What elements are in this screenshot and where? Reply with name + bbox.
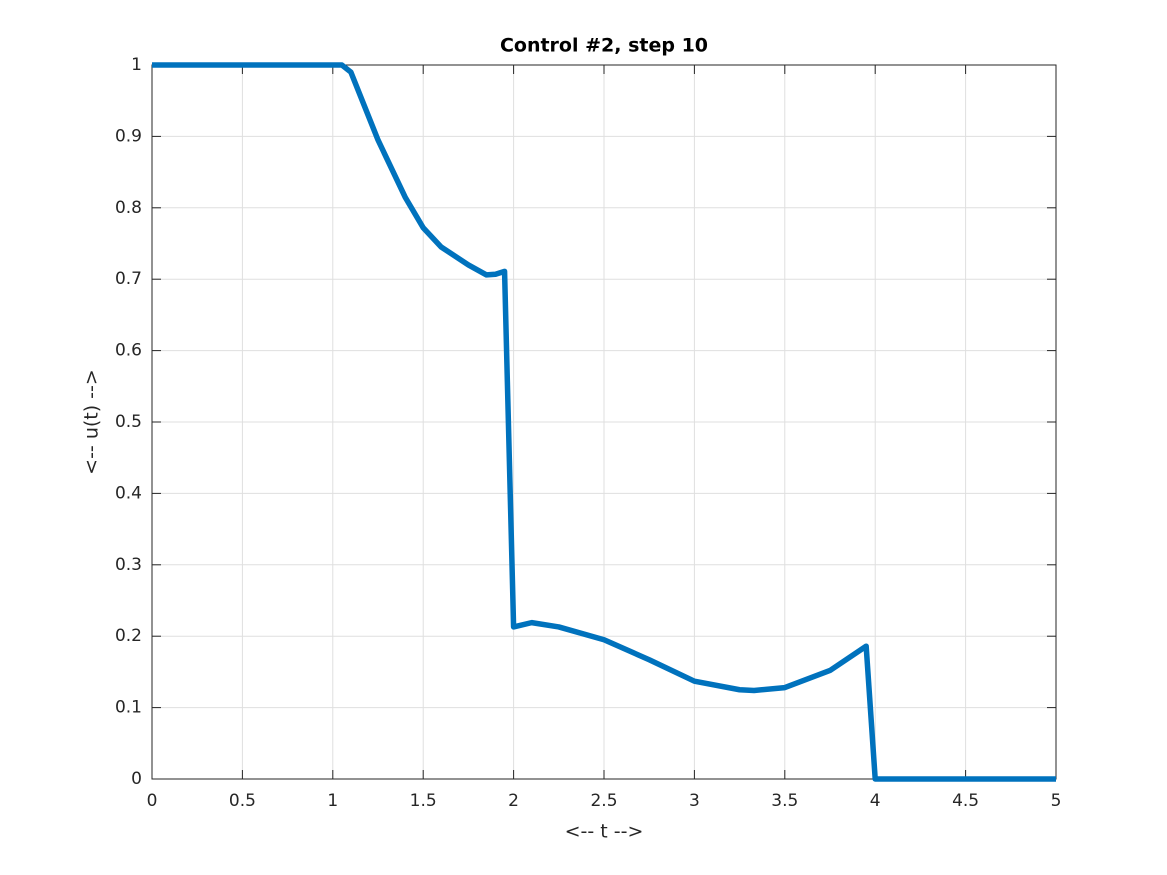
- x-tick-label: 5: [1051, 791, 1062, 811]
- y-tick-label: 0.9: [115, 126, 142, 146]
- y-axis-label: <-- u(t) -->: [81, 369, 103, 475]
- x-tick-label: 1.5: [410, 791, 437, 811]
- y-tick-label: 0.3: [115, 555, 142, 575]
- data-line: [152, 62, 1056, 782]
- x-axis-label: <-- t -->: [565, 821, 644, 843]
- x-tick-label: 2.5: [590, 791, 617, 811]
- y-tick-label: 0.8: [115, 198, 142, 218]
- x-tick-label: 3.5: [771, 791, 798, 811]
- y-tick-label: 0.1: [115, 698, 142, 718]
- x-tick-label: 4.5: [952, 791, 979, 811]
- x-tick-label: 2: [508, 791, 519, 811]
- y-tick-label: 1: [131, 55, 142, 75]
- x-tick-label: 0.5: [229, 791, 256, 811]
- y-tick-label: 0.4: [115, 483, 142, 503]
- x-tick-label: 1: [327, 791, 338, 811]
- y-tick-label: 0: [131, 769, 142, 789]
- y-tick-label: 0.7: [115, 269, 142, 289]
- y-tick-label: 0.5: [115, 412, 142, 432]
- y-tick-label: 0.6: [115, 341, 142, 361]
- x-tick-label: 3: [689, 791, 700, 811]
- x-tick-label: 4: [870, 791, 881, 811]
- plot-frame: [151, 64, 1057, 780]
- x-tick-label: 0: [147, 791, 158, 811]
- chart-title: Control #2, step 10: [500, 35, 708, 57]
- y-tick-label: 0.2: [115, 626, 142, 646]
